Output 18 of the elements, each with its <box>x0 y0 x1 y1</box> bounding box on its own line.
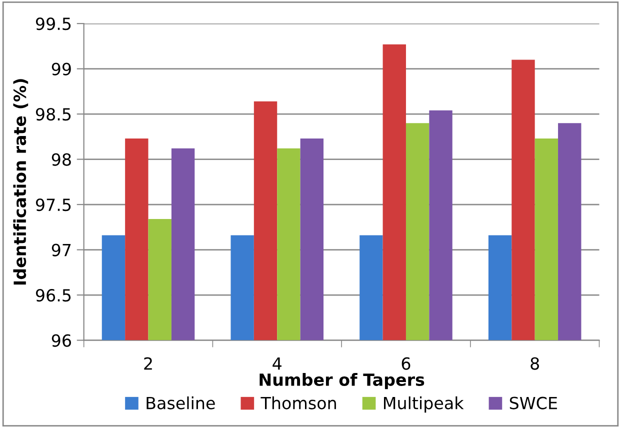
y-tick-label: 96.5 <box>36 288 71 302</box>
y-tick-label: 99 <box>52 62 71 76</box>
x-tick-label: 2 <box>144 357 152 370</box>
legend-label: SWCE <box>510 396 557 410</box>
y-tick-label: 97 <box>52 244 71 256</box>
y-tick-label: 97.5 <box>36 198 71 212</box>
x-tick-label: 8 <box>530 357 539 370</box>
legend-label: Baseline <box>146 396 215 410</box>
legend-label: Thomson <box>260 396 336 410</box>
x-tick-label: 6 <box>402 357 410 370</box>
y-tick-label: 98.5 <box>36 108 71 121</box>
y-tick-label: 99.5 <box>36 18 71 30</box>
x-axis-title: Number of Tapers <box>260 373 424 390</box>
x-tick-label: 4 <box>272 357 282 370</box>
y-tick-label: 98 <box>52 153 71 166</box>
legend-label: Multipeak <box>384 396 464 413</box>
y-tick-label: 96 <box>52 334 71 347</box>
y-axis-title: Identification rate (%) <box>13 79 28 285</box>
